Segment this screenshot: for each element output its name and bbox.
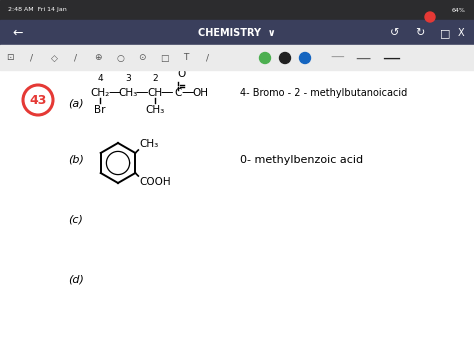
Text: CH₃: CH₃ xyxy=(118,88,137,98)
Text: 0- methylbenzoic acid: 0- methylbenzoic acid xyxy=(240,155,363,165)
Text: (d): (d) xyxy=(68,275,84,285)
Circle shape xyxy=(259,53,271,64)
Text: /: / xyxy=(30,54,34,62)
Text: 2:48 AM  Fri 14 Jan: 2:48 AM Fri 14 Jan xyxy=(8,7,67,12)
Circle shape xyxy=(300,53,310,64)
Text: T: T xyxy=(183,54,189,62)
Text: /: / xyxy=(74,54,78,62)
Text: —: — xyxy=(182,87,194,99)
Bar xyxy=(0,45,474,70)
Text: ○: ○ xyxy=(116,54,124,62)
Text: —: — xyxy=(330,51,344,65)
Bar xyxy=(0,0,474,20)
Text: (c): (c) xyxy=(68,215,83,225)
Text: COOH: COOH xyxy=(139,177,171,187)
Text: 4- Bromo - 2 - methylbutanoicacid: 4- Bromo - 2 - methylbutanoicacid xyxy=(240,88,407,98)
Text: O: O xyxy=(178,69,186,79)
Text: ↻: ↻ xyxy=(415,28,424,38)
Circle shape xyxy=(280,53,291,64)
Text: —: — xyxy=(136,87,148,99)
Text: /: / xyxy=(207,54,210,62)
Text: □: □ xyxy=(440,28,450,38)
Bar xyxy=(0,20,474,45)
Text: ◇: ◇ xyxy=(51,54,57,62)
Text: —: — xyxy=(109,87,121,99)
Text: CH: CH xyxy=(147,88,163,98)
Text: □: □ xyxy=(160,54,168,62)
Text: 4: 4 xyxy=(97,74,103,83)
Text: —: — xyxy=(161,87,173,99)
Text: C: C xyxy=(174,88,182,98)
Text: —: — xyxy=(382,49,400,67)
Text: 64%: 64% xyxy=(452,7,466,12)
Text: (b): (b) xyxy=(68,155,84,165)
Circle shape xyxy=(425,12,435,22)
Text: CH₃: CH₃ xyxy=(146,105,164,115)
Text: ←: ← xyxy=(12,27,22,39)
Text: CHEMISTRY  ∨: CHEMISTRY ∨ xyxy=(198,28,276,38)
Text: X: X xyxy=(458,28,465,38)
Text: ⊙: ⊙ xyxy=(138,54,146,62)
Text: 2: 2 xyxy=(152,74,158,83)
Text: Br: Br xyxy=(94,105,106,115)
Text: 43: 43 xyxy=(29,93,46,106)
Text: CH₂: CH₂ xyxy=(91,88,109,98)
Text: OH: OH xyxy=(192,88,208,98)
Text: (a): (a) xyxy=(68,98,83,108)
Text: ⊕: ⊕ xyxy=(94,54,102,62)
Text: 3: 3 xyxy=(125,74,131,83)
Text: ↺: ↺ xyxy=(390,28,400,38)
Text: —: — xyxy=(355,50,370,66)
Text: CH₃: CH₃ xyxy=(139,139,159,149)
Text: ⊡: ⊡ xyxy=(6,54,14,62)
